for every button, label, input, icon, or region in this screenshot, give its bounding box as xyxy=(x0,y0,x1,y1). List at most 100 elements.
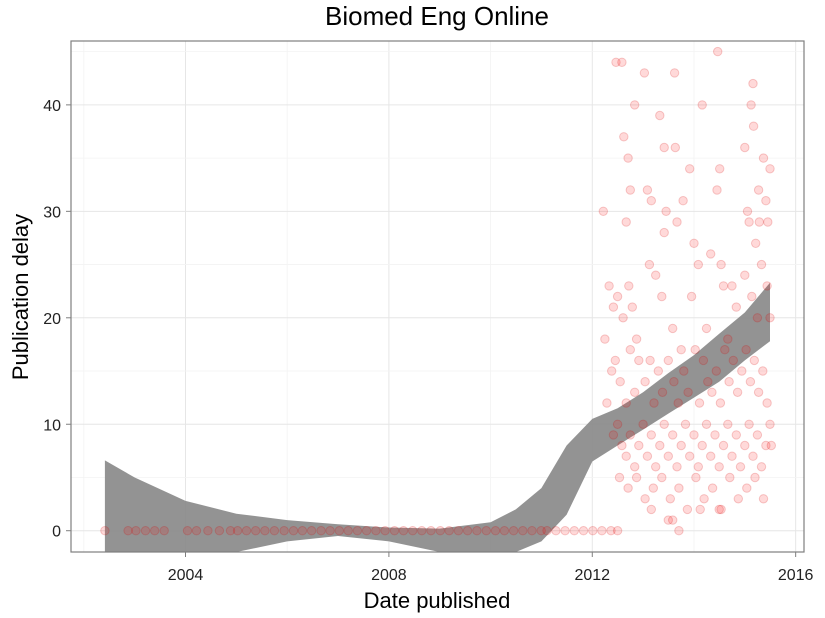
data-point xyxy=(606,526,616,536)
data-point xyxy=(655,110,665,121)
x-tick-label: 2008 xyxy=(371,567,407,584)
data-point xyxy=(748,78,758,89)
data-point xyxy=(621,217,631,227)
data-point xyxy=(711,366,721,376)
data-point xyxy=(716,259,726,270)
data-point xyxy=(288,526,299,536)
data-point xyxy=(159,526,169,536)
data-point xyxy=(297,526,308,536)
x-tick-label: 2004 xyxy=(168,567,204,584)
data-point xyxy=(680,419,691,429)
data-point xyxy=(639,68,650,78)
y-tick-label: 20 xyxy=(43,311,61,328)
data-point xyxy=(100,526,110,536)
data-point xyxy=(389,526,400,536)
data-point xyxy=(713,46,723,57)
data-point xyxy=(742,483,752,493)
data-point xyxy=(518,526,528,536)
data-point xyxy=(672,462,682,472)
data-point xyxy=(623,153,633,163)
data-point xyxy=(747,291,757,302)
data-point xyxy=(742,206,753,217)
data-point xyxy=(674,483,684,493)
x-tick-label: 2016 xyxy=(778,567,814,584)
data-point xyxy=(697,440,707,451)
data-point xyxy=(123,526,133,536)
data-point xyxy=(608,430,619,440)
data-point xyxy=(703,377,713,387)
data-point xyxy=(737,366,747,376)
data-point xyxy=(659,227,669,238)
data-point xyxy=(625,345,635,355)
grid xyxy=(71,41,804,552)
data-point xyxy=(655,440,665,451)
data-point xyxy=(731,430,741,440)
data-point xyxy=(758,494,769,504)
data-point xyxy=(723,334,733,344)
data-point xyxy=(203,526,213,536)
data-point xyxy=(690,345,700,355)
data-point xyxy=(444,526,454,536)
data-point xyxy=(728,355,738,366)
data-point xyxy=(685,164,695,174)
data-point xyxy=(642,451,653,461)
data-point xyxy=(612,526,623,536)
data-point xyxy=(701,323,712,334)
data-point xyxy=(617,57,627,67)
data-point xyxy=(753,185,764,195)
data-point xyxy=(699,494,709,504)
smooth-ribbon-layer xyxy=(104,282,770,552)
data-point xyxy=(758,153,769,163)
data-point xyxy=(765,313,775,323)
data-point xyxy=(682,504,693,515)
data-point xyxy=(710,430,720,440)
data-point xyxy=(316,526,326,536)
data-point xyxy=(634,355,644,366)
data-point xyxy=(715,398,726,408)
data-point xyxy=(693,259,703,270)
data-point xyxy=(232,526,243,536)
data-point xyxy=(741,345,751,355)
data-point xyxy=(472,526,482,536)
data-point xyxy=(663,515,673,525)
data-point xyxy=(761,196,771,206)
data-point xyxy=(732,387,743,397)
data-point xyxy=(614,472,625,483)
data-point xyxy=(689,238,699,249)
data-point xyxy=(612,291,623,302)
data-point xyxy=(753,387,764,397)
data-point xyxy=(694,398,705,408)
data-point xyxy=(665,494,675,504)
data-point xyxy=(651,462,661,472)
data-point xyxy=(260,526,270,536)
data-point xyxy=(744,217,754,227)
data-point xyxy=(631,472,642,483)
data-point xyxy=(600,334,610,344)
data-point xyxy=(578,526,589,536)
data-point xyxy=(625,185,635,195)
data-point xyxy=(627,302,637,312)
data-point xyxy=(686,291,697,302)
x-axis-label: Date published xyxy=(364,588,511,613)
data-point xyxy=(676,440,686,451)
data-point xyxy=(325,526,335,536)
data-point xyxy=(676,345,686,355)
data-point xyxy=(542,526,552,536)
data-point xyxy=(659,419,669,429)
data-point xyxy=(597,526,607,536)
data-point xyxy=(640,377,650,387)
data-point xyxy=(751,238,761,249)
data-point xyxy=(241,526,252,536)
data-point xyxy=(634,440,644,451)
data-point xyxy=(618,313,628,323)
data-point xyxy=(720,345,730,355)
data-point xyxy=(695,504,705,515)
data-point xyxy=(707,483,718,493)
data-point xyxy=(306,526,317,536)
data-point xyxy=(649,398,659,408)
data-point xyxy=(668,515,678,525)
data-point xyxy=(408,526,418,536)
data-point xyxy=(435,526,445,536)
data-point xyxy=(661,206,671,217)
data-point xyxy=(453,526,464,536)
